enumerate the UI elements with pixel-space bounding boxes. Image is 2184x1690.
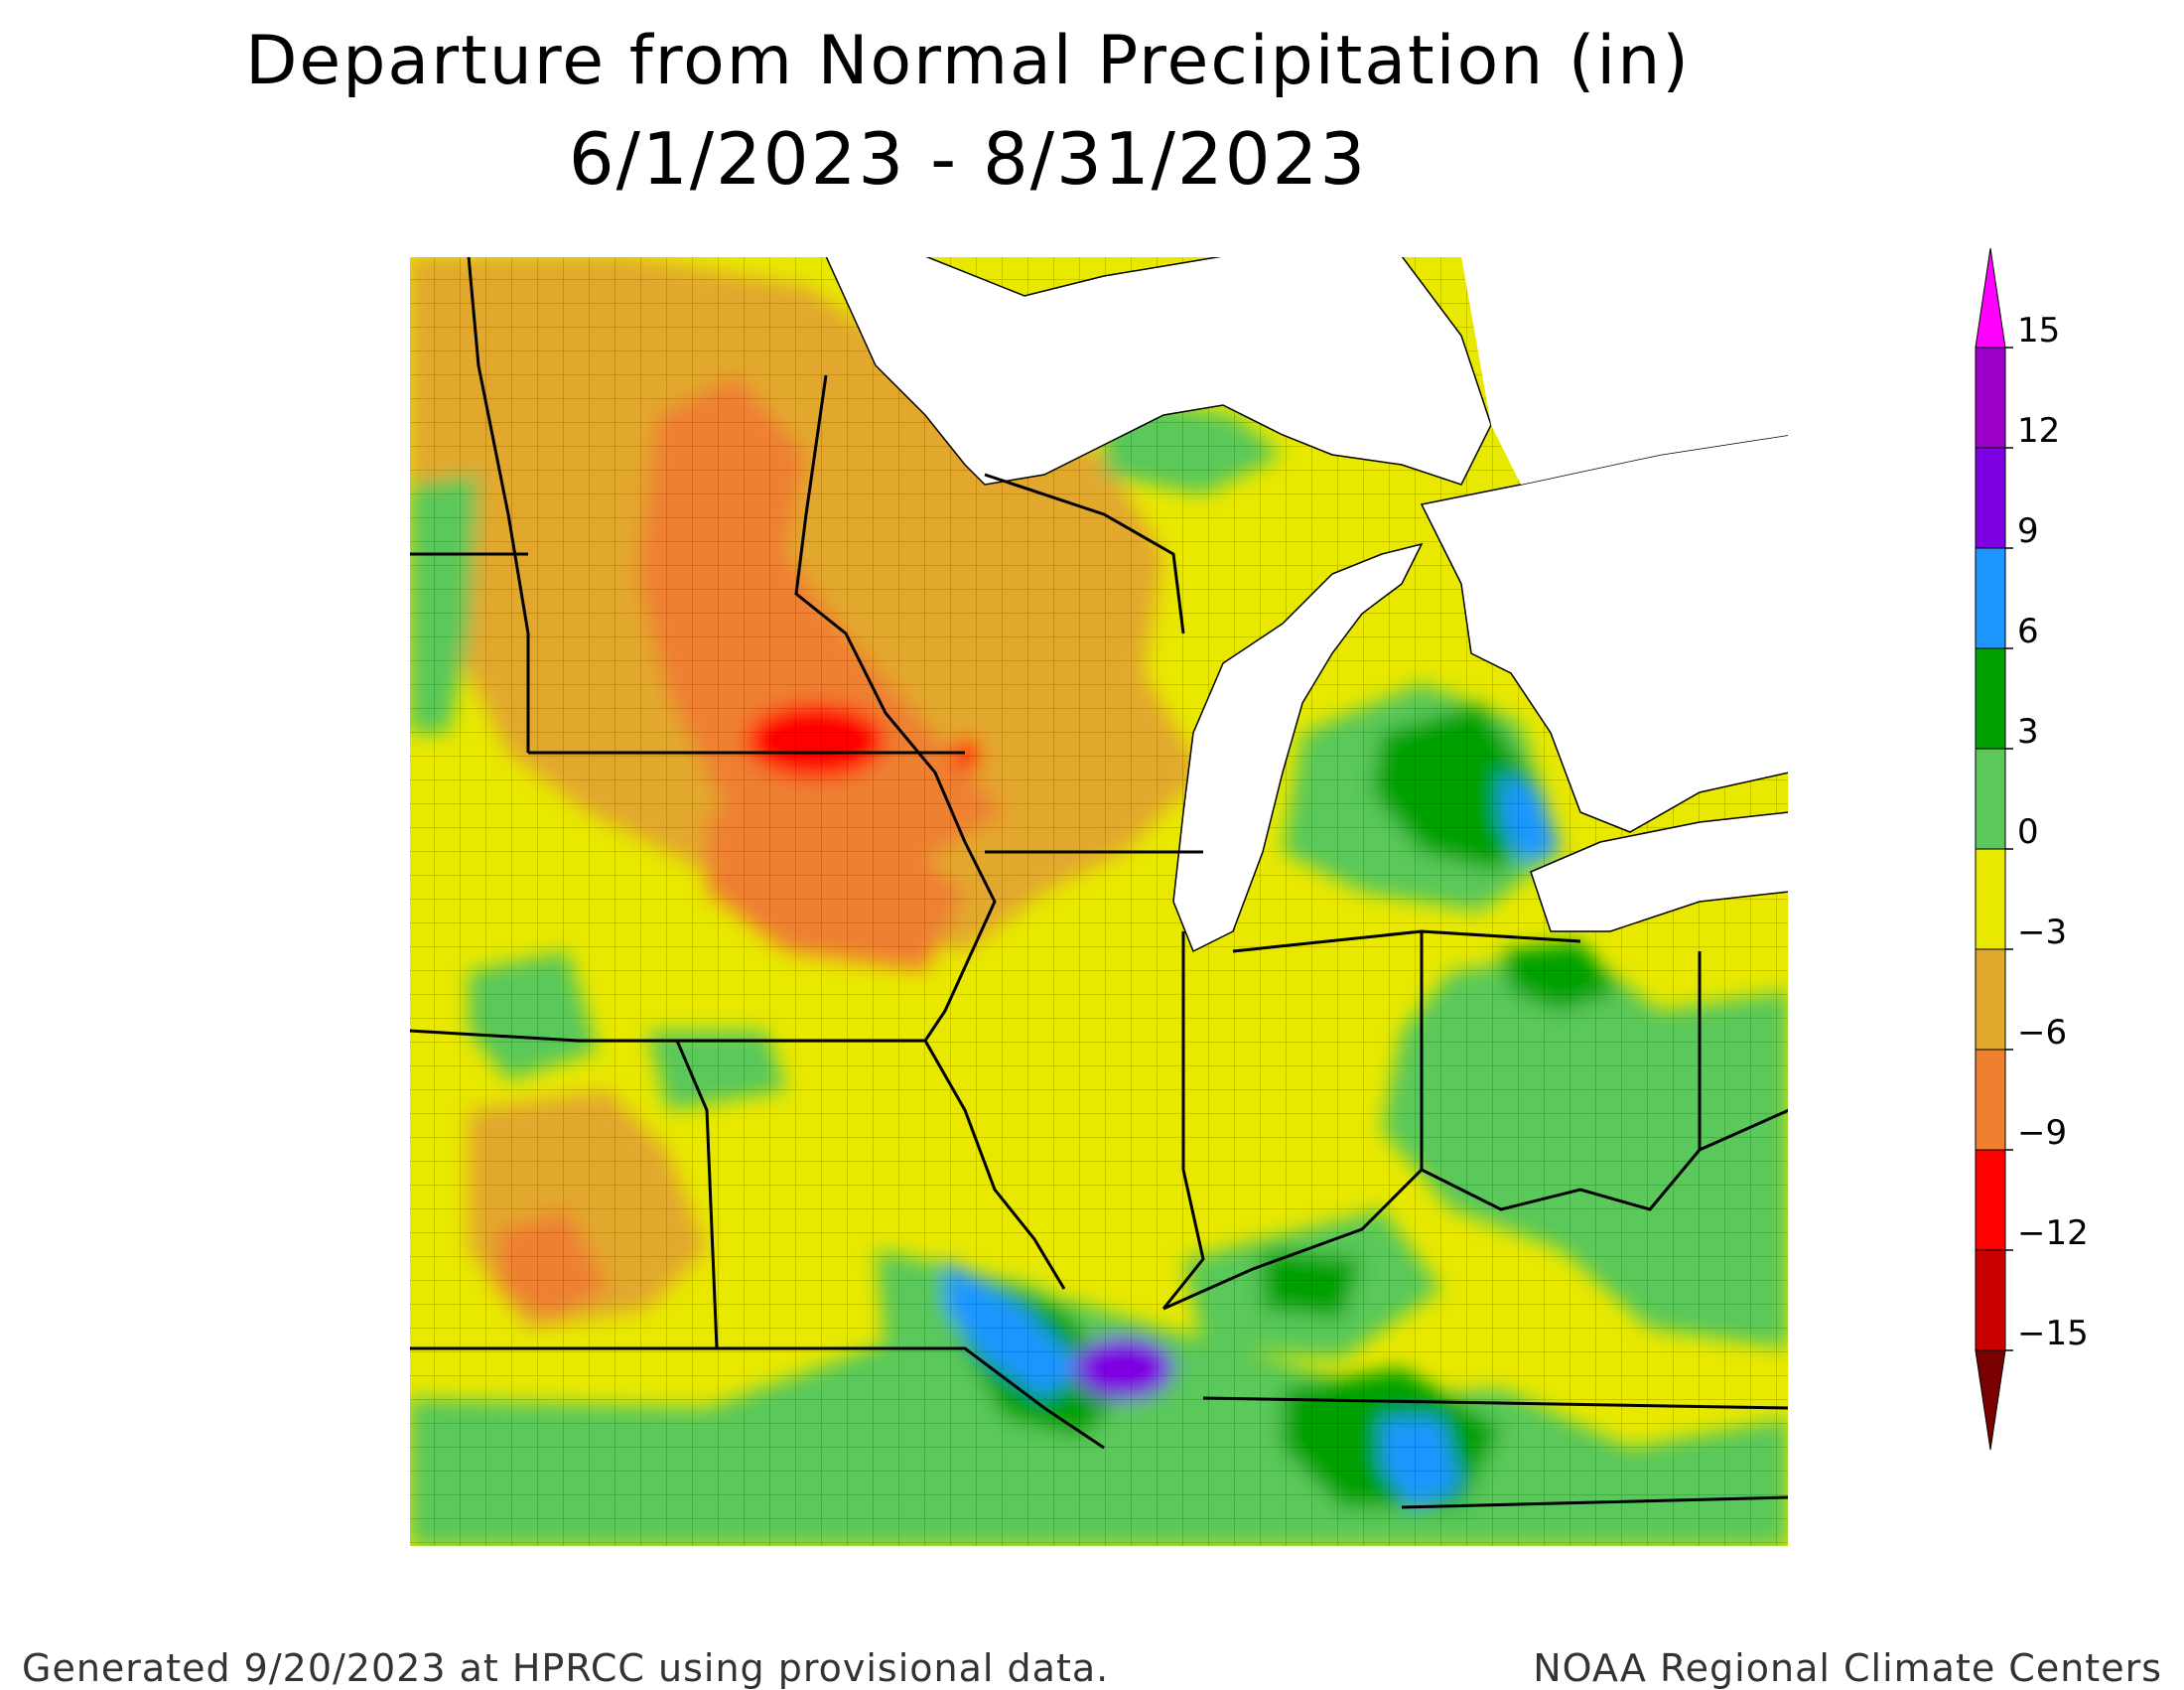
legend-swatch-top	[1975, 248, 2006, 349]
precipitation-map	[409, 256, 1789, 1547]
canada-region	[1461, 256, 1789, 485]
border-west-states	[409, 552, 579, 1043]
legend-swatch	[1975, 748, 2006, 850]
border-wi-mi	[984, 473, 1185, 634]
lake-superior	[825, 256, 1492, 486]
legend-label: −12	[2017, 1213, 2089, 1253]
legend-swatch	[1975, 1249, 2006, 1351]
map-date-range: 6/1/2023 - 8/31/2023	[568, 117, 1368, 201]
legend-label: 9	[2017, 511, 2039, 551]
legend-swatch	[1975, 347, 2006, 449]
legend-label: −6	[2017, 1013, 2067, 1053]
legend-label: −9	[2017, 1113, 2067, 1153]
legend-swatches	[1975, 248, 2006, 1451]
lake-michigan	[1172, 542, 1424, 953]
border-ne-ks	[675, 1040, 719, 1349]
legend-label: 0	[2017, 812, 2039, 852]
legend-swatch	[1975, 848, 2006, 950]
legend-labels: 15 12 9 6 3 0 −3 −6 −9 −12 −15	[2005, 311, 2089, 1353]
color-legend: 15 12 9 6 3 0 −3 −6 −9 −12 −15	[1975, 248, 2089, 1451]
border-mi-in-oh	[1232, 929, 1581, 953]
legend-label: −3	[2017, 913, 2067, 952]
border-ia-il	[923, 841, 1066, 1290]
legend-swatch-bottom	[1975, 1349, 2006, 1451]
legend-swatch	[1975, 547, 2006, 649]
map-title: Departure from Normal Precipitation (in)	[245, 22, 1691, 100]
border-mo-ar	[409, 1346, 1105, 1450]
lake-erie	[1530, 811, 1789, 932]
border-tn-south	[1401, 1495, 1789, 1509]
legend-label: 12	[2017, 411, 2060, 451]
legend-swatch	[1975, 1149, 2006, 1251]
legend-swatch	[1975, 447, 2006, 549]
legend-swatch	[1975, 948, 2006, 1051]
legend-label: 15	[2017, 311, 2060, 351]
border-mn-wi	[794, 374, 967, 843]
legend-label: 6	[2017, 612, 2039, 651]
generated-note: Generated 9/20/2023 at HPRCC using provi…	[22, 1646, 1110, 1690]
source-credit: NOAA Regional Climate Centers	[1533, 1646, 2162, 1690]
border-mn-nd	[467, 256, 530, 753]
legend-swatch	[1975, 1049, 2006, 1151]
state-boundaries	[409, 256, 1789, 1509]
legend-label: 3	[2017, 712, 2039, 752]
legend-label: −15	[2017, 1314, 2089, 1353]
border-il-in	[1161, 931, 1205, 1310]
border-ky-south	[1202, 1396, 1789, 1410]
legend-swatch	[1975, 647, 2006, 750]
border-ohio-river	[1162, 1108, 1789, 1311]
